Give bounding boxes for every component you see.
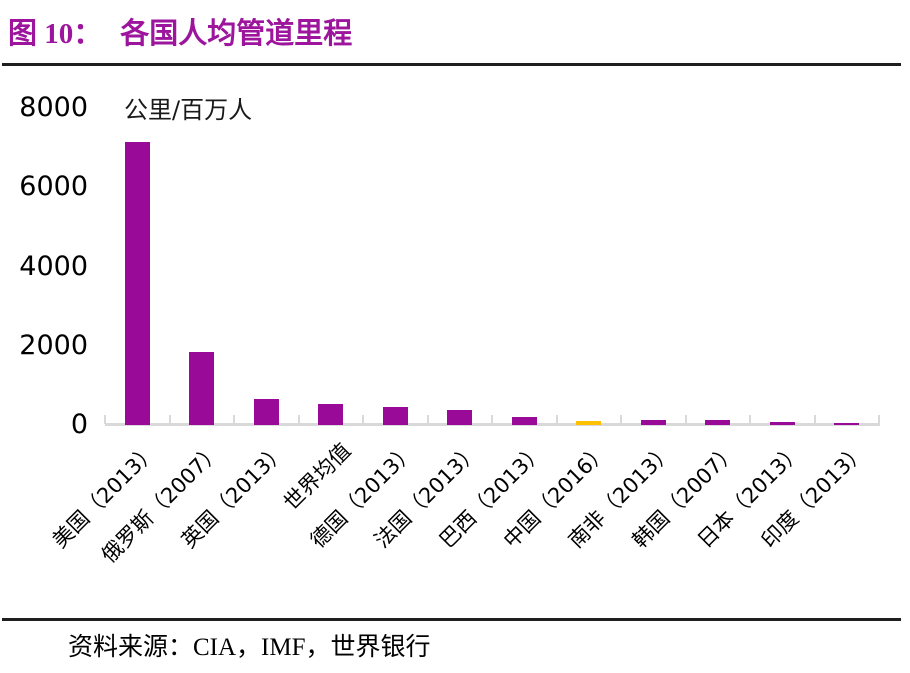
figure-title: 图 10： 各国人均管道里程 (8, 10, 352, 52)
figure-number: 图 10： (8, 18, 103, 50)
header-divider-line (2, 63, 901, 66)
x-axis-tick (233, 415, 235, 424)
y-axis-tick-label: 4000 (19, 250, 88, 282)
bar-中国（2016） (576, 421, 602, 425)
x-axis-tick (491, 415, 493, 424)
bar-南非（2013） (640, 419, 666, 425)
bar-世界均值 (318, 404, 344, 425)
x-axis-line (105, 423, 880, 426)
bar-美国（2013） (124, 141, 150, 425)
bar-巴西（2013） (511, 417, 537, 425)
x-axis-tick (878, 415, 880, 424)
data-source-note: 资料来源：CIA，IMF，世界银行 (68, 634, 431, 661)
bar-法国（2013） (447, 409, 473, 425)
x-axis-tick (104, 415, 106, 424)
x-axis-tick (426, 415, 429, 424)
x-axis-tick (362, 415, 364, 424)
y-axis-tick-label: 6000 (19, 171, 88, 203)
bar-日本（2013） (769, 421, 795, 425)
x-axis-tick (168, 415, 171, 424)
bar-德国（2013） (382, 407, 408, 425)
y-axis-tick-label: 0 (70, 409, 88, 440)
x-axis-tick (297, 415, 300, 424)
bar-印度（2013） (834, 422, 860, 425)
y-axis-tick-label: 2000 (19, 329, 88, 361)
x-axis-tick (555, 415, 558, 424)
x-axis-tick (684, 415, 687, 424)
x-axis-label: 俄罗斯（2007） (97, 438, 227, 568)
figure-title-text: 各国人均管道里程 (120, 18, 353, 50)
y-axis-tick-label: 8000 (19, 92, 88, 123)
bar-俄罗斯（2007） (189, 352, 215, 425)
x-axis-tick (813, 415, 816, 424)
bar-英国（2013） (253, 399, 279, 425)
footer-divider-line (2, 618, 901, 621)
y-axis-unit-label: 公里/百万人 (124, 96, 253, 124)
x-axis-tick (620, 415, 622, 424)
x-axis-tick (749, 415, 751, 424)
bar-韩国（2007） (705, 420, 731, 425)
